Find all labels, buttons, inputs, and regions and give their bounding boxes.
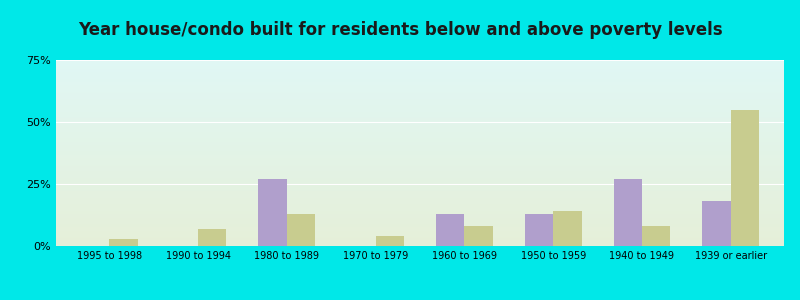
Bar <box>525 214 553 246</box>
Bar <box>702 201 730 246</box>
Bar <box>436 214 464 246</box>
Bar <box>730 110 759 246</box>
Bar <box>553 211 582 246</box>
Bar <box>642 226 670 246</box>
Bar <box>376 236 404 246</box>
Bar <box>198 229 226 246</box>
Bar <box>110 238 138 246</box>
Text: Year house/condo built for residents below and above poverty levels: Year house/condo built for residents bel… <box>78 21 722 39</box>
Bar <box>614 179 642 246</box>
Bar <box>287 214 315 246</box>
Bar <box>258 179 287 246</box>
Bar <box>464 226 493 246</box>
